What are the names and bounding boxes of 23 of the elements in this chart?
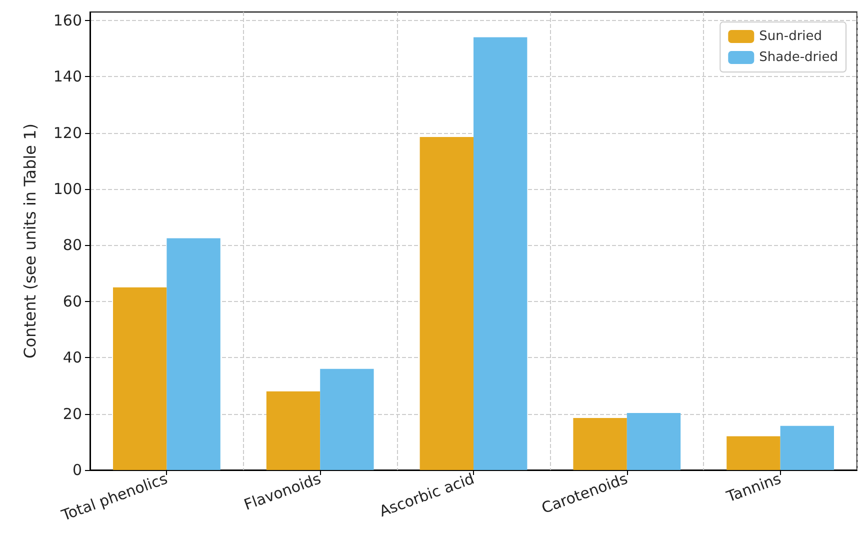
bar (320, 368, 374, 470)
bar (726, 436, 780, 470)
bar (166, 238, 220, 470)
legend-label: Shade-dried (759, 50, 838, 65)
y-tick-label: 20 (62, 404, 82, 423)
bar (780, 426, 834, 470)
bar (573, 418, 627, 470)
y-tick-label: 80 (62, 236, 82, 254)
x-tick-label: Tannins (723, 469, 784, 506)
bar (474, 37, 528, 470)
bar (420, 137, 474, 470)
y-tick-label: 160 (53, 11, 82, 30)
y-tick-label: 60 (62, 292, 82, 310)
y-tick-label: 140 (53, 68, 82, 86)
y-tick-label: 120 (53, 124, 82, 142)
y-tick-label: 100 (53, 180, 82, 198)
bar (266, 391, 320, 470)
y-tick-label: 40 (62, 348, 82, 367)
bar (626, 412, 681, 470)
bar (113, 287, 167, 470)
y-axis-title: Content (see units in Table 1) (20, 123, 40, 359)
y-tick-label: 0 (72, 461, 82, 479)
legend-label: Sun-dried (759, 29, 822, 44)
